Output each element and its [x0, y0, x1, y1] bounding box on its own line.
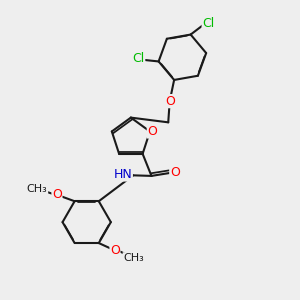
Text: O: O — [147, 125, 157, 138]
Text: CH₃: CH₃ — [123, 253, 144, 263]
Text: O: O — [170, 167, 180, 179]
Text: CH₃: CH₃ — [27, 184, 48, 194]
Text: O: O — [52, 188, 62, 201]
Text: O: O — [110, 244, 120, 256]
Text: O: O — [165, 94, 175, 108]
Text: HN: HN — [114, 168, 132, 181]
Text: Cl: Cl — [133, 52, 145, 65]
Text: Cl: Cl — [202, 16, 214, 30]
